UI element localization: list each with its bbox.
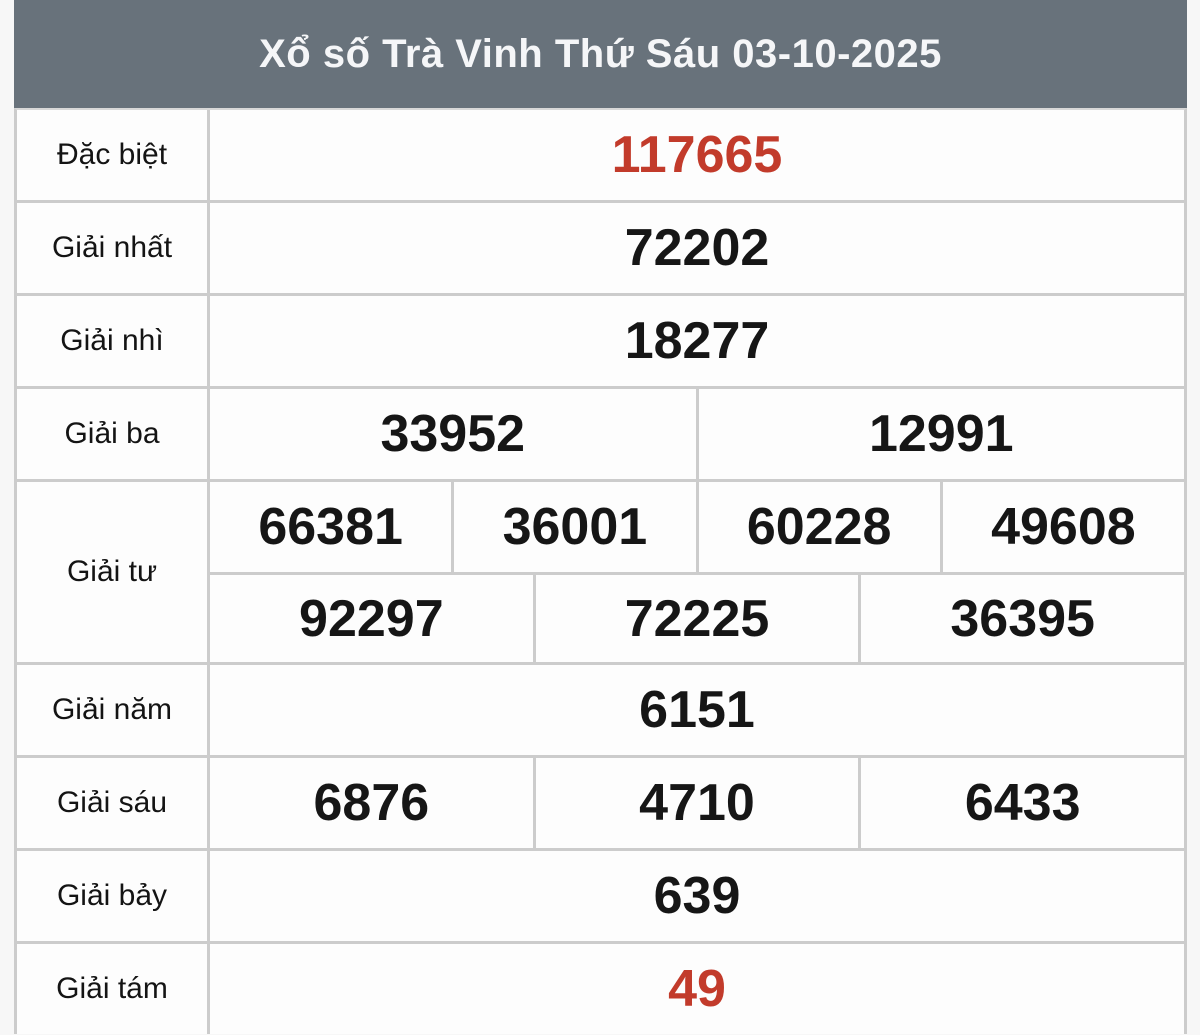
prize-number: 66381	[210, 482, 452, 572]
prize-number: 49	[210, 944, 1184, 1034]
prize-row-dac-biet: Đặc biệt 117665	[17, 110, 1184, 200]
prize-row-giai-tu: Giải tư 66381 36001 60228 49608 92297 72…	[17, 479, 1185, 662]
prize-label: Giải bảy	[17, 851, 210, 941]
prize-number: 72202	[210, 203, 1184, 293]
prize-label: Giải nhì	[17, 296, 210, 386]
prize-number: 60228	[695, 482, 940, 572]
prize-number: 6151	[210, 665, 1184, 755]
prize-label: Giải tư	[17, 482, 210, 662]
prize-number: 36395	[858, 575, 1185, 662]
prize-label: Giải nhất	[17, 203, 210, 293]
prize-label: Đặc biệt	[17, 110, 210, 200]
prize-label: Giải tám	[17, 944, 210, 1034]
prize-number: 92297	[210, 575, 533, 662]
prize-number: 36001	[451, 482, 696, 572]
prize-number: 72225	[532, 575, 859, 662]
title-bar: Xổ số Trà Vinh Thứ Sáu 03-10-2025	[14, 0, 1187, 108]
prize-number: 12991	[695, 389, 1184, 479]
prize-number: 49608	[939, 482, 1184, 572]
prize-row-giai-nhat: Giải nhất 72202	[17, 200, 1184, 293]
prize-number: 33952	[210, 389, 696, 479]
prize-number: 6433	[858, 758, 1185, 848]
results-table: Đặc biệt 117665 Giải nhất 72202 Giải nhì…	[14, 108, 1187, 1034]
prize-row-giai-nhi: Giải nhì 18277	[17, 293, 1184, 386]
prize-row-giai-bay: Giải bảy 639	[17, 848, 1184, 941]
prize-number: 18277	[210, 296, 1184, 386]
page-title: Xổ số Trà Vinh Thứ Sáu 03-10-2025	[259, 31, 942, 76]
lottery-results-panel: Xổ số Trà Vinh Thứ Sáu 03-10-2025 Đặc bi…	[14, 0, 1187, 1034]
prize-number: 639	[210, 851, 1184, 941]
prize-number: 4710	[532, 758, 859, 848]
prize-row-giai-tam: Giải tám 49	[17, 941, 1184, 1034]
prize-row-giai-ba: Giải ba 33952 12991	[17, 386, 1184, 479]
prize-number: 6876	[210, 758, 533, 848]
prize-row-giai-nam: Giải năm 6151	[17, 662, 1184, 755]
prize-label: Giải sáu	[17, 758, 210, 848]
prize-row-giai-sau: Giải sáu 6876 4710 6433	[17, 755, 1185, 848]
prize-number: 117665	[210, 110, 1184, 200]
prize-label: Giải ba	[17, 389, 210, 479]
prize-label: Giải năm	[17, 665, 210, 755]
